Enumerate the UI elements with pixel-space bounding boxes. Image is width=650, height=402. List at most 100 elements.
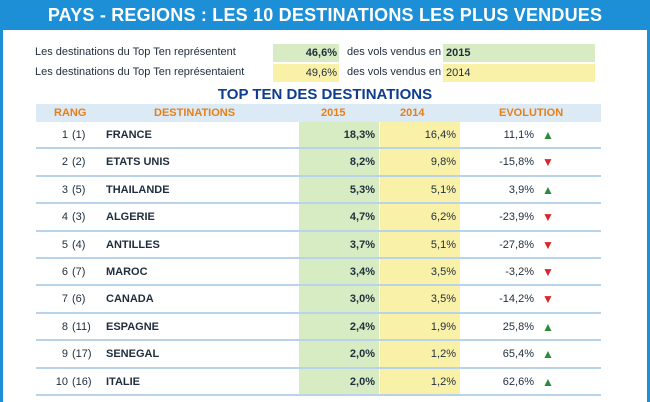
row-destination: ESPAGNE: [106, 320, 159, 333]
summary-label: Les destinations du Top Ten représentent: [35, 46, 236, 58]
row-destination: ALGERIE: [106, 211, 155, 224]
row-evolution: -23,9%: [499, 211, 534, 224]
row-rank: 8: [61, 320, 68, 333]
trend-up-icon: ▲: [542, 374, 554, 389]
row-evolution: 62,6%: [502, 375, 534, 388]
row-divider: [36, 339, 601, 342]
row-rank: 7: [61, 293, 68, 306]
row-value-2014: 16,4%: [424, 129, 456, 141]
row-value-2015: 8,2%: [349, 156, 375, 169]
row-destination: SENEGAL: [106, 348, 160, 361]
row-value-2015: 2,0%: [349, 375, 375, 388]
trend-up-icon: ▲: [542, 347, 554, 362]
row-previous-rank: (2): [72, 156, 86, 169]
table-row: 5 (4) ANTILLES 3,7% 5,1% -27,8% ▼: [36, 232, 601, 259]
column-2015-background: [299, 122, 379, 396]
row-destination: MAROC: [106, 265, 148, 278]
page-banner: PAYS - REGIONS : LES 10 DESTINATIONS LES…: [3, 0, 647, 30]
row-value-2014: 5,1%: [430, 238, 456, 251]
table-row: 10 (16) ITALIE 2,0% 1,2% 62,6% ▲: [36, 369, 601, 396]
row-value-2015: 4,7%: [349, 211, 375, 224]
trend-down-icon: ▼: [542, 237, 554, 252]
summary-label: Les destinations du Top Ten représentaie…: [35, 66, 245, 78]
row-divider: [36, 229, 601, 232]
row-previous-rank: (11): [72, 320, 91, 333]
table-header: RANG DESTINATIONS 2015 2014 EVOLUTION: [36, 104, 601, 122]
summary-percent: 46,6%: [273, 44, 339, 62]
row-rank: 5: [61, 238, 68, 251]
trend-down-icon: ▼: [542, 264, 554, 279]
header-destinations: DESTINATIONS: [154, 107, 236, 119]
row-previous-rank: (17): [72, 348, 92, 361]
table-row: 7 (6) CANADA 3,0% 3,5% -14,2% ▼: [36, 286, 601, 314]
header-2014: 2014: [400, 107, 425, 119]
trend-down-icon: ▼: [542, 155, 554, 170]
row-value-2014: 1,2%: [430, 375, 456, 388]
row-value-2015: 2,0%: [349, 348, 375, 361]
summary-middle-text: des vols vendus en: [347, 46, 442, 58]
table-row: 3 (5) THAILANDE 5,3% 5,1% 3,9% ▲: [36, 177, 601, 205]
row-evolution: 3,9%: [508, 183, 534, 196]
row-value-2014: 3,5%: [430, 293, 456, 306]
row-evolution: -15,8%: [499, 156, 534, 169]
row-rank: 9: [61, 348, 68, 361]
trend-up-icon: ▲: [542, 319, 554, 334]
row-divider: [36, 174, 601, 177]
row-value-2015: 2,4%: [349, 320, 375, 333]
row-evolution: 11,1%: [503, 129, 534, 141]
table-row: 6 (7) MAROC 3,4% 3,5% -3,2% ▼: [36, 259, 601, 287]
row-evolution: -27,8%: [499, 238, 534, 251]
row-destination: CANADA: [106, 293, 154, 306]
row-value-2015: 3,0%: [349, 293, 375, 306]
row-evolution: 25,8%: [502, 320, 534, 333]
row-evolution: -3,2%: [505, 265, 534, 278]
row-value-2014: 5,1%: [430, 183, 456, 196]
header-rank: RANG: [54, 107, 87, 119]
row-value-2014: 1,2%: [430, 348, 456, 361]
row-previous-rank: (4): [72, 238, 86, 251]
row-rank: 4: [61, 211, 68, 224]
row-value-2015: 3,7%: [349, 238, 375, 251]
summary-year: 2014: [443, 64, 595, 82]
table-row: 4 (3) ALGERIE 4,7% 6,2% -23,9% ▼: [36, 204, 601, 232]
row-value-2014: 9,8%: [430, 156, 456, 169]
column-2014-background: [380, 122, 460, 396]
row-divider: [36, 284, 601, 287]
trend-up-icon: ▲: [542, 182, 554, 197]
table-body: 1 (1) FRANCE 18,3% 16,4% 11,1% ▲ 2 (2) ETATS UNIS…: [36, 122, 601, 396]
row-destination: ETATS UNIS: [106, 156, 170, 169]
row-value-2015: 5,3%: [349, 183, 375, 196]
row-rank: 2: [61, 156, 68, 169]
trend-down-icon: ▼: [542, 292, 554, 307]
row-previous-rank: (6): [72, 293, 86, 306]
row-evolution: 65,4%: [502, 348, 534, 361]
row-divider: [36, 202, 601, 205]
row-previous-rank: (5): [72, 183, 86, 196]
row-destination: FRANCE: [106, 129, 152, 141]
row-value-2014: 6,2%: [430, 211, 456, 224]
header-evolution: EVOLUTION: [499, 107, 564, 119]
summary-year: 2015: [443, 44, 595, 62]
trend-down-icon: ▼: [542, 210, 554, 225]
row-previous-rank: (3): [72, 211, 86, 224]
row-divider: [36, 256, 601, 259]
row-previous-rank: (7): [72, 265, 86, 278]
table-row: 9 (17) SENEGAL 2,0% 1,2% 65,4% ▲: [36, 341, 601, 369]
table-title: TOP TEN DES DESTINATIONS: [217, 86, 433, 103]
table-row: 2 (2) ETATS UNIS 8,2% 9,8% -15,8% ▼: [36, 149, 601, 177]
trend-up-icon: ▲: [542, 128, 554, 142]
header-2015: 2015: [321, 107, 346, 119]
row-value-2014: 3,5%: [430, 265, 456, 278]
row-value-2014: 1,9%: [430, 320, 456, 333]
row-value-2015: 3,4%: [349, 265, 375, 278]
row-divider: [36, 147, 601, 150]
row-rank: 3: [61, 183, 68, 196]
row-divider: [36, 311, 601, 314]
row-previous-rank: (1): [72, 129, 86, 141]
row-value-2015: 18,3%: [343, 129, 375, 141]
row-rank: 10: [55, 375, 68, 388]
row-divider: [36, 366, 601, 369]
row-evolution: -14,2%: [499, 293, 534, 306]
row-divider: [36, 393, 601, 396]
